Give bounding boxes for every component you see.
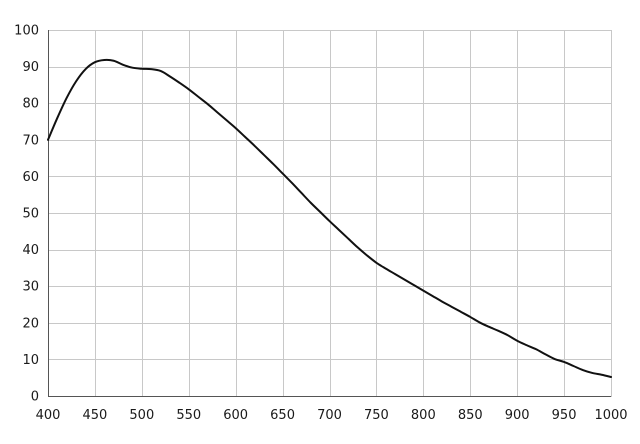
y-tick-label: 70 [22,133,39,148]
y-tick-label: 40 [22,243,39,258]
x-tick-label: 700 [317,408,342,423]
x-tick-label: 950 [552,408,577,423]
x-tick-label: 1000 [594,408,627,423]
y-tick-label: 50 [22,207,39,222]
x-tick-label: 850 [458,408,483,423]
y-tick-label: 100 [14,24,39,39]
series-group [47,58,612,378]
y-tick-label: 90 [22,60,39,75]
x-axis-tick-labels: 400 450 500 550 600 650 700 750 800 850 900 950 1000 [36,408,628,423]
x-tick-label: 450 [83,408,108,423]
y-tick-label: 10 [22,353,39,368]
x-tick-label: 800 [411,408,436,423]
y-tick-label: 20 [22,316,39,331]
y-tick-label: 30 [22,280,39,295]
x-tick-label: 750 [364,408,389,423]
x-tick-label: 650 [270,408,295,423]
axes [48,30,611,397]
x-tick-label: 550 [176,408,201,423]
y-tick-label: 80 [22,97,39,112]
y-tick-label: 60 [22,170,39,185]
y-tick-label: 0 [31,390,39,405]
x-tick-label: 600 [223,408,248,423]
grid [48,30,612,397]
series-line [47,58,612,378]
x-tick-label: 900 [505,408,530,423]
x-tick-label: 500 [129,408,154,423]
x-tick-label: 400 [36,408,61,423]
y-axis-tick-labels: 0 10 20 30 40 50 60 70 80 90 100 [14,24,39,405]
